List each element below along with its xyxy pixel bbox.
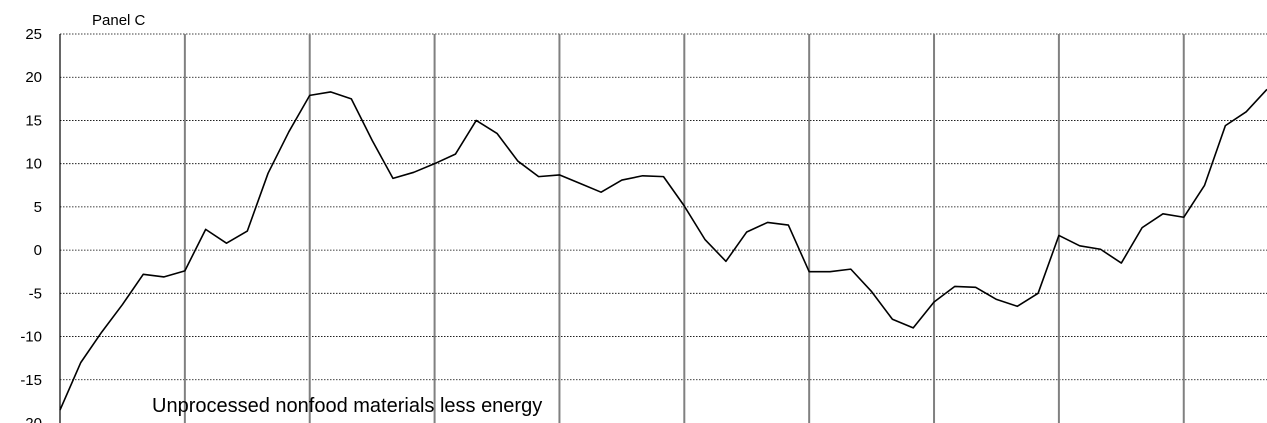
y-tick-label: -10 bbox=[20, 329, 42, 346]
chart-annotation: Unprocessed nonfood materials less energ… bbox=[152, 395, 542, 417]
vertical-gridlines bbox=[183, 34, 1185, 423]
y-tick-label: 5 bbox=[34, 199, 42, 216]
y-tick-label: 20 bbox=[25, 69, 42, 86]
horizontal-gridlines bbox=[60, 33, 1267, 381]
y-tick-label: 10 bbox=[25, 156, 42, 173]
panel-title: Panel C bbox=[92, 12, 146, 29]
y-tick-label: 15 bbox=[25, 112, 42, 129]
y-tick-label: -5 bbox=[29, 285, 42, 302]
y-tick-label: 0 bbox=[34, 242, 42, 259]
y-tick-label: -15 bbox=[20, 372, 42, 389]
y-tick-label: -20 bbox=[20, 415, 42, 423]
series-line bbox=[59, 88, 1267, 411]
y-tick-label: 25 bbox=[25, 26, 42, 43]
y-tick-labels: 25 20 15 10 5 0 -5 -10 -15 -20 bbox=[20, 26, 42, 423]
